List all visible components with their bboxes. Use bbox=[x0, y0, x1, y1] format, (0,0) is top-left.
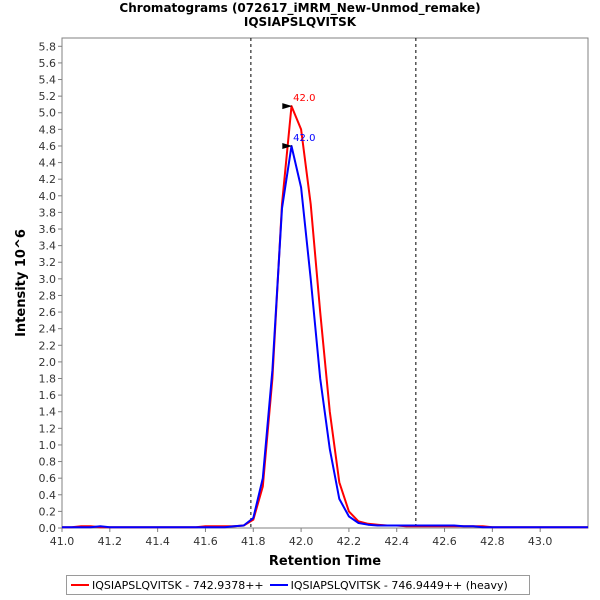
legend-entry-light: IQSIAPSLQVITSK - 742.9378++ bbox=[71, 579, 264, 592]
y-tick-label: 4.8 bbox=[39, 123, 57, 136]
y-tick-label: 3.0 bbox=[39, 273, 57, 286]
y-tick-label: 0.4 bbox=[39, 489, 57, 502]
peak-label: 42.0 bbox=[293, 93, 315, 104]
y-tick-label: 3.4 bbox=[39, 240, 57, 253]
y-tick-label: 4.0 bbox=[39, 190, 57, 203]
y-tick-label: 1.4 bbox=[39, 406, 57, 419]
y-tick-label: 4.6 bbox=[39, 140, 57, 153]
x-tick-label: 41.4 bbox=[145, 535, 170, 548]
y-axis: 0.0 0.2 0.4 0.6 0.8 1.0 1.2 1.4 1.6 1.8 2.0 2.2 2.4 2… bbox=[39, 40, 62, 535]
y-tick-label: 0.8 bbox=[39, 456, 57, 469]
y-tick-label: 5.4 bbox=[39, 74, 57, 87]
y-tick-label: 2.4 bbox=[39, 323, 57, 336]
x-tick-label: 42.2 bbox=[337, 535, 362, 548]
y-tick-label: 0.0 bbox=[39, 522, 57, 535]
x-tick-label: 41.2 bbox=[98, 535, 123, 548]
y-tick-label: 1.2 bbox=[39, 422, 57, 435]
y-tick-label: 1.0 bbox=[39, 439, 57, 452]
y-tick-label: 2.6 bbox=[39, 306, 57, 319]
x-tick-label: 41.6 bbox=[193, 535, 218, 548]
y-axis-label: Intensity 10^6 bbox=[14, 229, 29, 337]
y-tick-label: 0.2 bbox=[39, 505, 57, 518]
x-tick-label: 42.0 bbox=[289, 535, 314, 548]
x-tick-label: 42.6 bbox=[432, 535, 457, 548]
y-tick-label: 2.2 bbox=[39, 339, 57, 352]
x-tick-label: 43.0 bbox=[528, 535, 553, 548]
y-tick-label: 3.6 bbox=[39, 223, 57, 236]
series-line-heavy bbox=[62, 145, 588, 529]
y-tick-label: 2.0 bbox=[39, 356, 57, 369]
peak-marker-icon bbox=[282, 142, 293, 149]
integration-boundaries bbox=[250, 38, 417, 528]
x-tick-label: 42.4 bbox=[384, 535, 409, 548]
x-axis-label: Retention Time bbox=[269, 554, 381, 569]
chart-subtitle: IQSIAPSLQVITSK bbox=[244, 15, 357, 29]
y-tick-label: 3.2 bbox=[39, 256, 57, 269]
chart-title: Chromatograms (072617_iMRM_New-Unmod_rem… bbox=[119, 1, 480, 16]
peak-label: 42.0 bbox=[293, 133, 315, 144]
y-tick-label: 3.8 bbox=[39, 206, 57, 219]
y-tick-label: 5.2 bbox=[39, 90, 57, 103]
legend-swatch-light bbox=[71, 584, 89, 586]
y-tick-label: 1.8 bbox=[39, 373, 57, 386]
x-axis: 41.0 41.2 41.4 41.6 41.8 42.0 42.2 42.4 42.6 42.8… bbox=[50, 528, 553, 548]
legend-entry-heavy: IQSIAPSLQVITSK - 746.9449++ (heavy) bbox=[269, 578, 508, 592]
x-tick-label: 41.8 bbox=[241, 535, 266, 548]
legend: IQSIAPSLQVITSK - 742.9378++ IQSIAPSLQVIT… bbox=[66, 575, 530, 595]
legend-swatch-heavy bbox=[269, 584, 288, 586]
y-tick-label: 2.8 bbox=[39, 289, 57, 302]
y-tick-label: 0.6 bbox=[39, 472, 57, 485]
y-tick-label: 5.6 bbox=[39, 57, 57, 70]
y-tick-label: 5.8 bbox=[39, 40, 57, 53]
peak-annotations: 42.0 42.0 bbox=[282, 93, 315, 149]
x-tick-label: 41.0 bbox=[50, 535, 75, 548]
y-tick-label: 4.4 bbox=[39, 157, 57, 170]
legend-label-heavy: IQSIAPSLQVITSK - 746.9449++ (heavy) bbox=[290, 578, 508, 592]
y-tick-label: 5.0 bbox=[39, 107, 57, 120]
legend-label-light: IQSIAPSLQVITSK - 742.9378++ bbox=[92, 578, 264, 592]
peak-marker-icon bbox=[282, 103, 293, 110]
y-tick-label: 4.2 bbox=[39, 173, 57, 186]
plot-area bbox=[61, 37, 589, 529]
y-tick-label: 1.6 bbox=[39, 389, 57, 402]
series-layer bbox=[62, 105, 588, 529]
x-tick-label: 42.8 bbox=[480, 535, 505, 548]
